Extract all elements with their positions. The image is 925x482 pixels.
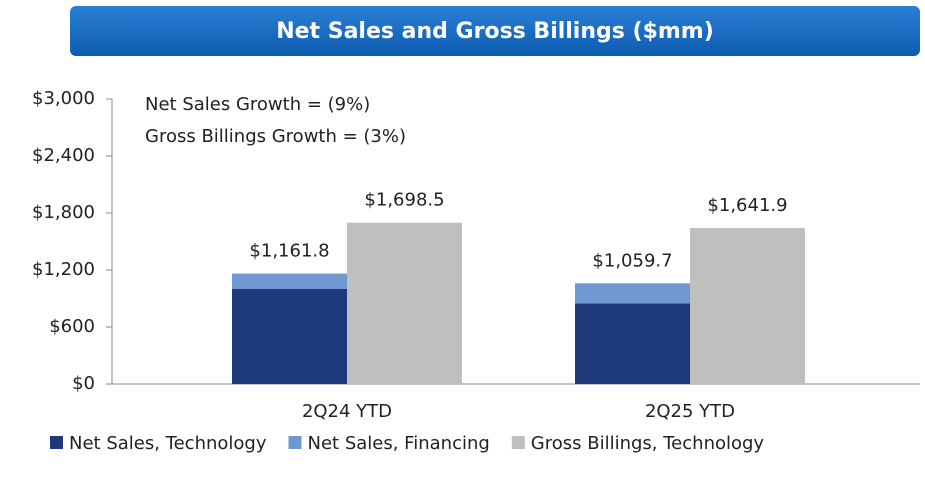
legend-swatch — [511, 436, 525, 449]
legend-swatch — [288, 436, 302, 449]
bar — [575, 303, 690, 384]
chart-title: Net Sales and Gross Billings ($mm) — [276, 19, 714, 44]
y-tick-label: $600 — [49, 316, 95, 337]
annotation: Net Sales Growth = (9%) — [145, 94, 370, 115]
bar — [690, 228, 805, 384]
bar — [347, 222, 462, 384]
x-tick-label: 2Q24 YTD — [302, 401, 392, 422]
total-label: $1,161.8 — [249, 241, 329, 262]
title-banner — [70, 6, 920, 56]
y-tick-label: $1,200 — [32, 259, 95, 280]
y-tick-label: $2,400 — [32, 145, 95, 166]
y-tick-label: $3,000 — [32, 88, 95, 109]
legend-label: Net Sales, Technology — [69, 433, 267, 454]
bar — [575, 283, 690, 304]
legend-label: Net Sales, Financing — [308, 433, 490, 454]
bar — [232, 273, 347, 289]
y-tick-label: $1,800 — [32, 202, 95, 223]
legend-swatch — [50, 436, 63, 449]
data-label: $1,698.5 — [364, 190, 444, 211]
total-label: $1,059.7 — [592, 250, 672, 271]
x-tick-label: 2Q25 YTD — [645, 401, 735, 422]
data-label: $1,641.9 — [707, 195, 787, 216]
bar — [232, 289, 347, 384]
legend-label: Gross Billings, Technology — [531, 433, 765, 454]
annotation: Gross Billings Growth = (3%) — [145, 126, 406, 147]
y-tick-label: $0 — [72, 373, 95, 394]
